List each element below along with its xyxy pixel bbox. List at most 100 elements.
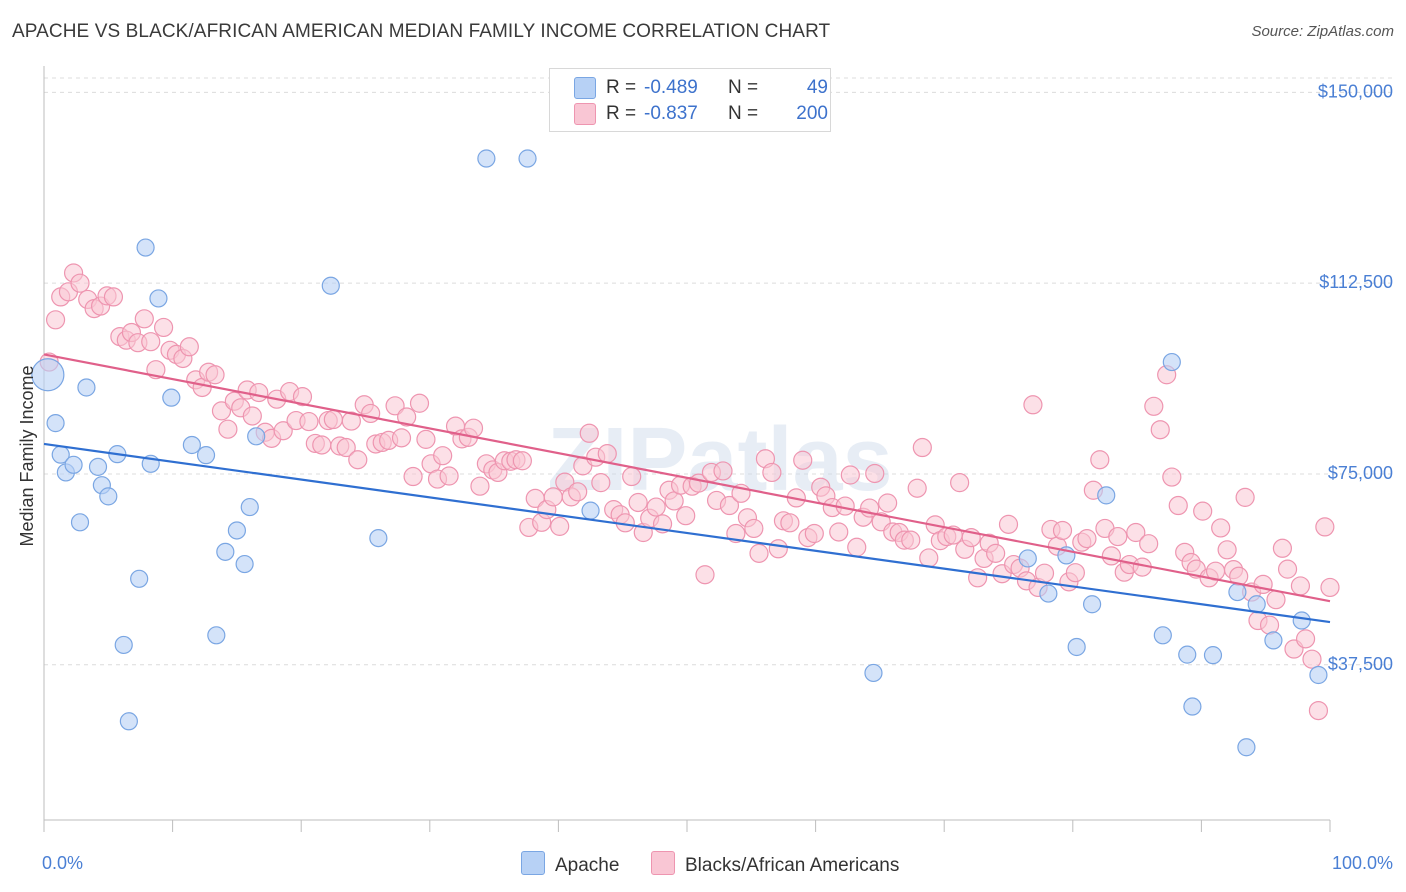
data-point-blacks — [70, 273, 90, 293]
data-point-blacks — [1217, 540, 1237, 560]
data-point-apache — [1237, 738, 1256, 757]
data-point-blacks — [218, 419, 238, 439]
data-point-apache — [369, 529, 388, 548]
n-label: N = — [728, 77, 759, 98]
series-legend: Apache Blacks/African Americans — [0, 851, 1406, 877]
apache-swatch — [574, 77, 596, 99]
data-point-blacks — [341, 411, 361, 431]
y-tick-label: $112,500 — [1319, 272, 1393, 292]
data-point-blacks — [1253, 574, 1273, 595]
data-point-apache — [247, 427, 266, 446]
data-point-blacks — [211, 401, 232, 421]
data-point-blacks — [323, 409, 343, 430]
data-point-apache — [1264, 631, 1283, 650]
data-point-blacks — [912, 437, 932, 458]
data-point-apache — [119, 712, 138, 731]
data-point-blacks — [676, 506, 696, 526]
r-label: R = — [606, 77, 637, 98]
data-point-blacks — [1235, 487, 1255, 507]
legend-item-apache[interactable]: Apache — [521, 851, 619, 877]
data-point-blacks — [1290, 576, 1311, 596]
data-point-blacks — [1162, 467, 1182, 487]
data-point-blacks — [986, 543, 1006, 563]
data-point-apache — [130, 569, 149, 588]
data-point-blacks — [1315, 517, 1335, 537]
data-point-blacks — [762, 462, 782, 483]
data-point-apache — [1309, 665, 1328, 685]
data-point-blacks — [1272, 538, 1293, 558]
data-point-blacks — [1023, 395, 1043, 415]
data-point-apache — [1082, 595, 1102, 614]
axis-labels: $37,500 $75,000 $112,500 $150,000 0.0% 100.0%… — [17, 81, 1393, 873]
data-point-blacks — [950, 473, 970, 493]
data-point-apache — [1067, 637, 1086, 657]
data-point-blacks — [1295, 629, 1316, 649]
data-point-apache — [64, 455, 83, 474]
trend-line-apache — [43, 442, 1331, 624]
data-point-apache — [581, 501, 600, 520]
data-point-apache — [1039, 584, 1058, 603]
data-point-apache — [227, 521, 246, 540]
data-point-blacks — [312, 435, 332, 455]
data-point-blacks — [361, 403, 381, 424]
data-point-blacks — [242, 406, 262, 426]
y-tick-label: $37,500 — [1328, 654, 1393, 674]
data-point-blacks — [391, 428, 412, 448]
data-point-apache — [240, 497, 259, 517]
data-point-blacks — [543, 487, 563, 507]
data-point-blacks — [901, 530, 921, 550]
data-point-blacks — [205, 365, 225, 385]
data-point-blacks — [591, 473, 611, 493]
data-point-blacks — [695, 565, 715, 585]
data-point-blacks — [719, 495, 740, 516]
data-point-blacks — [299, 411, 319, 432]
blacks-swatch — [574, 103, 596, 125]
data-point-apache — [1228, 582, 1247, 602]
data-point-blacks — [840, 465, 860, 485]
data-point-blacks — [1034, 563, 1055, 583]
data-point-apache — [162, 388, 181, 407]
data-point-apache — [235, 554, 254, 574]
data-point-blacks — [512, 451, 532, 471]
data-point-blacks — [385, 396, 405, 416]
data-point-apache — [1162, 352, 1181, 372]
data-point-apache — [1178, 645, 1197, 664]
data-point-blacks — [463, 418, 484, 438]
data-point-blacks — [579, 423, 599, 443]
data-point-blacks — [744, 518, 764, 539]
n-label: N = — [728, 103, 759, 124]
data-point-apache — [216, 542, 235, 561]
data-point-blacks — [179, 337, 199, 357]
data-point-blacks — [1168, 495, 1188, 516]
data-point-apache — [88, 457, 108, 476]
data-point-blacks — [336, 437, 356, 458]
data-point-apache — [114, 635, 133, 655]
data-point-blacks — [1277, 559, 1298, 579]
data-point-blacks — [1302, 649, 1322, 669]
data-point-blacks — [433, 446, 453, 466]
legend-item-blacks[interactable]: Blacks/African Americans — [651, 851, 899, 877]
n-value: 49 — [806, 77, 828, 98]
data-point-blacks — [749, 543, 769, 563]
data-point-apache — [136, 238, 155, 257]
series-blacks-african-americans — [39, 263, 1340, 721]
y-axis-title: Median Family Income — [17, 365, 37, 546]
data-point-blacks — [273, 421, 293, 441]
data-point-blacks — [713, 461, 733, 481]
blacks-swatch — [651, 851, 675, 875]
data-point-blacks — [550, 516, 570, 536]
x-tick-label: 0.0% — [42, 853, 83, 873]
data-point-blacks — [1090, 450, 1110, 470]
data-point-apache — [149, 289, 168, 308]
apache-swatch — [521, 851, 545, 875]
data-point-blacks — [103, 287, 124, 307]
data-point-apache — [196, 446, 216, 465]
y-tick-label: $75,000 — [1328, 463, 1393, 483]
data-point-blacks — [646, 497, 666, 517]
x-tick-label: 100.0% — [1332, 853, 1393, 873]
data-point-blacks — [1259, 615, 1280, 635]
data-point-blacks — [1052, 520, 1073, 541]
data-point-blacks — [141, 332, 161, 352]
data-point-blacks — [439, 466, 459, 486]
data-point-apache — [864, 663, 883, 683]
